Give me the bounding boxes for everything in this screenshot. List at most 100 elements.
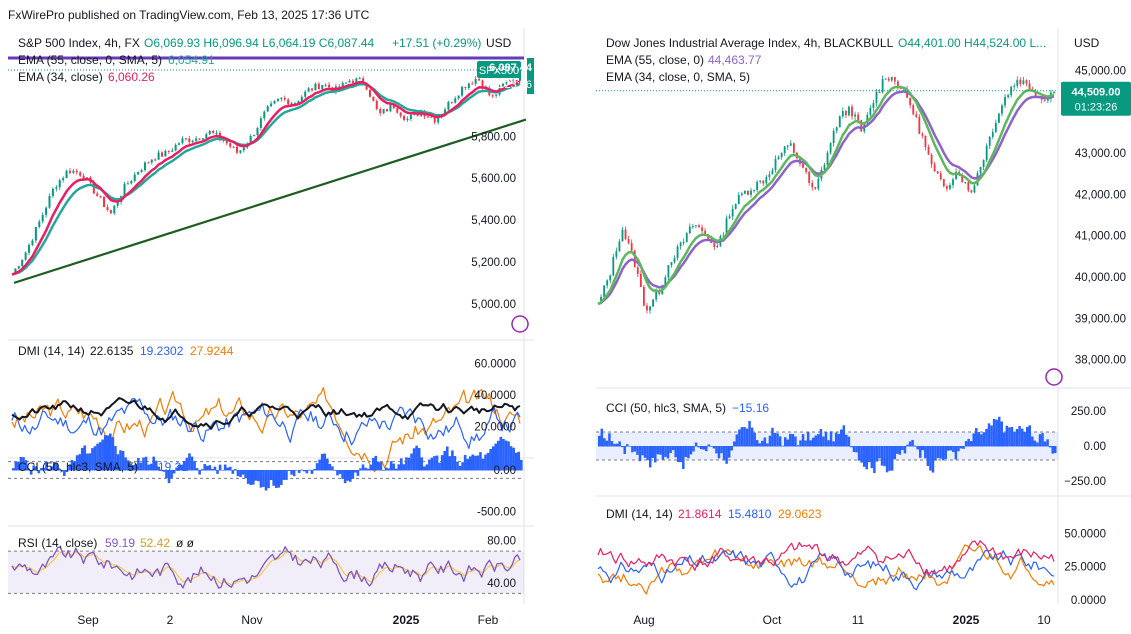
spx-chart-svg[interactable]: S&P 500 Index, 4h, FX O6,069.93 H6,096.94… [8,28,534,632]
spx-time-label: Feb [478,613,499,627]
djia-chart-panel[interactable]: Dow Jones Industrial Average Index, 4h, … [596,28,1131,632]
spx-candle [188,138,191,142]
spx-dmi-minus-value: 27.9244 [190,344,234,358]
spx-cci-bar [96,443,99,471]
spx-cci-bar [73,461,76,471]
djia-candle [642,286,645,306]
spx-price-tick: 5,000.00 [471,299,516,311]
spx-cci-bar [328,463,332,471]
spx-candle [324,84,327,86]
djia-candle [691,226,694,228]
djia-candle [1016,79,1019,86]
spx-candle [130,180,133,184]
djia-ema34-label: EMA (34, close, 0, SMA, 5) [606,70,750,84]
djia-cci-bar [918,446,922,458]
djia-candle [676,246,679,259]
djia-cci-bar [969,441,973,447]
djia-cci-bar [626,444,629,447]
djia-cci-bar [661,446,665,460]
spx-candle [103,196,106,208]
spx-candle [75,170,78,173]
djia-cci-bar [931,446,935,473]
djia-dmi-label: DMI (14, 14) [606,507,673,521]
djia-candle [998,113,1000,123]
spx-cci-bar [387,468,390,471]
djia-candle [933,164,936,172]
djia-candle [655,291,658,300]
djia-cci-bar [936,446,940,458]
spx-cci-bar [292,470,296,477]
spx-cci-bar [172,470,176,474]
spx-candle [14,268,17,275]
spx-cci-bar [451,450,454,471]
spx-candle [82,175,85,179]
spx-candle [160,152,164,157]
spx-candle [113,205,116,214]
spx-cci-bar [134,463,138,471]
djia-chart-svg[interactable]: Dow Jones Industrial Average Index, 4h, … [596,28,1131,632]
djia-candle [860,120,863,132]
djia-cci-bar [855,446,858,453]
spx-cci-bar [93,446,97,471]
spx-candle [461,86,464,96]
djia-candle [743,190,746,194]
spx-cci-bar [83,445,87,471]
spx-cci-bar [29,470,33,475]
djia-cci-bar [817,434,820,447]
djia-cci-bar [600,428,604,447]
djia-candle [976,173,979,186]
djia-cci-bar [651,446,654,458]
spx-candle [457,95,460,99]
spx-cci-bar [42,467,46,471]
spx-candle [341,82,344,89]
spx-candle [307,88,310,92]
spx-candle [471,83,474,85]
djia-cci-bar [636,446,639,455]
djia-cci-bar [990,425,993,447]
djia-cci-bar [883,446,886,467]
djia-candle [688,226,691,234]
spx-chart-panel[interactable]: S&P 500 Index, 4h, FX O6,069.93 H6,096.94… [8,28,534,632]
spx-candle [328,84,331,88]
djia-cci-bar [806,431,810,447]
djia-cci-bar [952,446,955,453]
spx-cci-bar [193,461,196,471]
djia-cci-bar [720,446,723,454]
spx-cci-bar [466,458,469,471]
spx-candle [321,85,324,90]
spx-candle [62,178,65,181]
djia-cci-bar [679,446,683,463]
djia-cci-bar [773,432,777,447]
spx-cci-bar [175,467,178,471]
djia-candle [897,81,899,87]
djia-cci-label: CCI (50, hlc3, SMA, 5) [606,401,726,415]
djia-candle [731,208,734,217]
djia-candle [808,171,811,183]
spx-candle [48,195,51,208]
djia-candle [857,114,860,121]
spx-rsi-tick: 40.00 [487,578,516,590]
djia-candle [704,230,707,235]
spx-cci-bar [119,450,122,471]
spx-cci-bar [162,470,166,472]
spx-candle [24,252,27,260]
djia-cci-bar [710,446,713,447]
spx-cci-bar [440,455,444,471]
djia-candle [982,159,985,167]
spx-candle [143,162,146,171]
spx-candle [229,143,232,147]
djia-candle [716,245,719,248]
spx-cci-bar [499,436,503,471]
djia-cci-bar [699,446,703,450]
djia-candle [612,256,615,276]
spx-candle [273,100,276,104]
djia-cci-bar [761,440,764,447]
spx-cci-bar [45,461,48,471]
spx-rsi-label: RSI (14, close) [18,536,97,550]
djia-candle [875,91,878,103]
djia-candle [927,146,930,155]
spx-candle [443,109,447,115]
djia-cci-bar [913,445,917,447]
djia-cci-bar [840,429,843,447]
spx-candle [51,188,54,196]
